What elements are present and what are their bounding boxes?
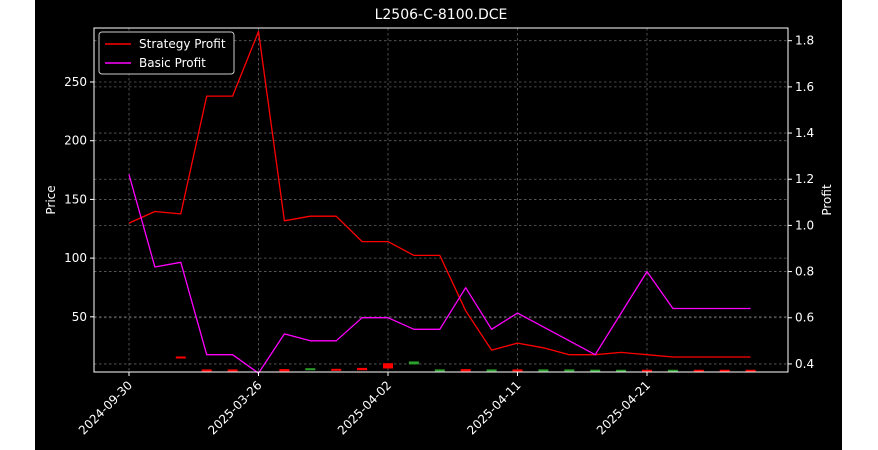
candlestick-17 [642, 369, 652, 372]
left-y-axis: 50 100 150 200 250 [64, 75, 94, 324]
candlestick-6 [357, 367, 368, 371]
grid [94, 28, 788, 372]
candlestick-21 [745, 369, 756, 372]
x-tick-label: 2025-04-02 [335, 378, 394, 437]
right-tick-label: 0.4 [795, 357, 814, 371]
candlestick-2 [227, 369, 238, 372]
left-tick-label: 250 [64, 75, 87, 89]
candlestick-1 [201, 369, 212, 372]
candlestick-11 [486, 369, 497, 372]
chart-figure: 50 100 150 200 250 0.4 0.6 0.8 1.0 1.2 1.4 1.6 1.8 … [35, 0, 842, 450]
candlestick-19 [693, 369, 704, 372]
candlestick-4 [305, 368, 316, 371]
series-lines [128, 30, 751, 374]
candlestick-0 [175, 356, 186, 359]
candlestick-15 [590, 369, 601, 372]
chart-title: L2506-C-8100.DCE [375, 7, 508, 23]
x-tick-label: 2025-04-11 [464, 378, 523, 437]
right-tick-label: 1.6 [795, 80, 814, 94]
x-tick-label: 2025-03-26 [205, 378, 264, 437]
legend-label-0: Strategy Profit [139, 37, 226, 51]
left-tick-label: 50 [72, 310, 87, 324]
right-tick-label: 0.6 [795, 311, 814, 325]
right-tick-label: 1.0 [795, 218, 814, 232]
series-line-1 [128, 174, 751, 374]
y-axis-label-left: Price [44, 185, 58, 214]
candlestick-10 [460, 369, 471, 372]
left-tick-label: 150 [64, 192, 87, 206]
candlestick-16 [616, 369, 627, 372]
right-tick-label: 1.2 [795, 172, 814, 186]
candlestick-12 [512, 369, 523, 372]
left-tick-label: 100 [64, 251, 87, 265]
series-line-0 [128, 30, 751, 358]
candlestick-7 [383, 363, 393, 369]
candlestick-20 [719, 369, 730, 372]
candlestick-8 [408, 361, 419, 365]
plot-frame [93, 27, 789, 373]
right-tick-label: 1.8 [795, 34, 814, 48]
right-y-axis: 0.4 0.6 0.8 1.0 1.2 1.4 1.6 1.8 [788, 34, 814, 371]
x-axis: 2024-09-30 2025-03-26 2025-04-02 2025-04-11… [76, 372, 653, 437]
legend-box [98, 31, 235, 75]
candlestick-9 [434, 369, 445, 372]
candlesticks [175, 356, 756, 372]
left-tick-label: 200 [64, 134, 87, 148]
x-tick-label: 2025-04-21 [594, 378, 653, 437]
right-tick-label: 1.4 [795, 126, 814, 140]
candlestick-5 [331, 368, 342, 371]
right-tick-label: 0.8 [795, 265, 814, 279]
candlestick-3 [279, 369, 290, 372]
y-axis-label-right: Profit [820, 184, 834, 216]
candlestick-13 [538, 369, 549, 372]
legend: Strategy Profit Basic Profit [98, 31, 235, 75]
legend-label-1: Basic Profit [139, 56, 206, 70]
x-tick-label: 2024-09-30 [76, 378, 135, 437]
candlestick-18 [667, 369, 678, 372]
candlestick-14 [564, 369, 575, 372]
